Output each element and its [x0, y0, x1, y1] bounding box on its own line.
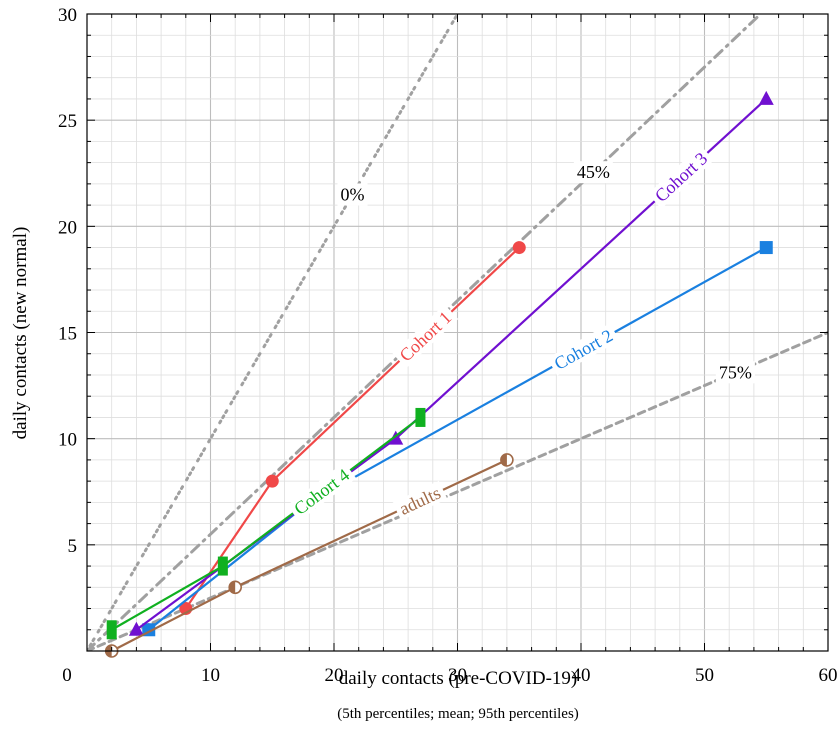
data-point — [512, 241, 526, 255]
x-tick-label: 0 — [62, 665, 72, 686]
reference-label-bg — [573, 161, 613, 184]
series-label: Cohort 1 — [395, 307, 455, 365]
y-tick-label: 20 — [58, 217, 77, 238]
data-point — [128, 621, 144, 636]
series-line — [184, 246, 521, 610]
series-label: Cohort 3 — [651, 148, 711, 206]
chart-note: (5th percentiles; mean; 95th percentiles… — [337, 706, 579, 722]
y-tick-label: 25 — [58, 111, 77, 132]
series-label: adults — [396, 482, 443, 518]
x-tick-label: 60 — [819, 665, 838, 686]
reference-label-bg — [715, 361, 755, 384]
data-point — [759, 241, 773, 255]
x-tick-label: 30 — [448, 665, 467, 686]
grid — [87, 14, 828, 651]
data-point-fill — [500, 453, 507, 466]
series: Cohort 1 Cohort 2 Cohort 3 Cohort 4 adults — [104, 90, 774, 658]
series-label: Cohort 4 — [290, 465, 353, 519]
y-tick-label: 15 — [58, 324, 77, 345]
data-point — [265, 474, 279, 488]
data-point-fill — [229, 581, 236, 594]
reference-line-label: 75% — [719, 362, 752, 382]
y-axis-label: daily contacts (new normal) — [10, 227, 31, 440]
series-cohort-3: Cohort 3 — [128, 90, 774, 636]
y-tick-label: 5 — [68, 536, 78, 557]
x-tick-label: 20 — [325, 665, 344, 686]
series-label-group: Cohort 4 — [287, 462, 357, 522]
reference-line-75 — [87, 331, 828, 651]
ticks: 0 10 20 30 40 50 60 5 10 15 20 25 30 — [58, 5, 838, 686]
reference-lines: 0% 45% 75% — [87, 14, 828, 651]
series-label-group: Cohort 1 — [392, 304, 459, 369]
data-point — [388, 430, 404, 445]
data-point — [758, 90, 774, 105]
reference-line-label: 45% — [577, 162, 610, 182]
y-tick-label: 10 — [58, 430, 77, 451]
series-label-group: Cohort 2 — [547, 323, 620, 376]
series-label-bg — [647, 145, 715, 209]
x-tick-label: 50 — [695, 665, 714, 686]
data-point — [415, 407, 426, 427]
y-tick-label: 30 — [58, 5, 77, 26]
reference-line-label: 0% — [341, 184, 365, 204]
series-label-bg — [392, 304, 459, 369]
series-label-bg — [547, 323, 620, 376]
series-label-bg — [392, 480, 448, 521]
series-label-group: adults — [392, 480, 448, 521]
series-label-bg — [287, 462, 357, 522]
data-point — [106, 620, 117, 640]
x-tick-label: 40 — [572, 665, 591, 686]
data-point — [217, 556, 228, 576]
reference-line-0 — [87, 14, 459, 651]
x-axis-label: daily contacts (pre-COVID-19) — [339, 668, 577, 689]
x-tick-label: 10 — [201, 665, 220, 686]
reference-label-bg — [337, 183, 368, 206]
